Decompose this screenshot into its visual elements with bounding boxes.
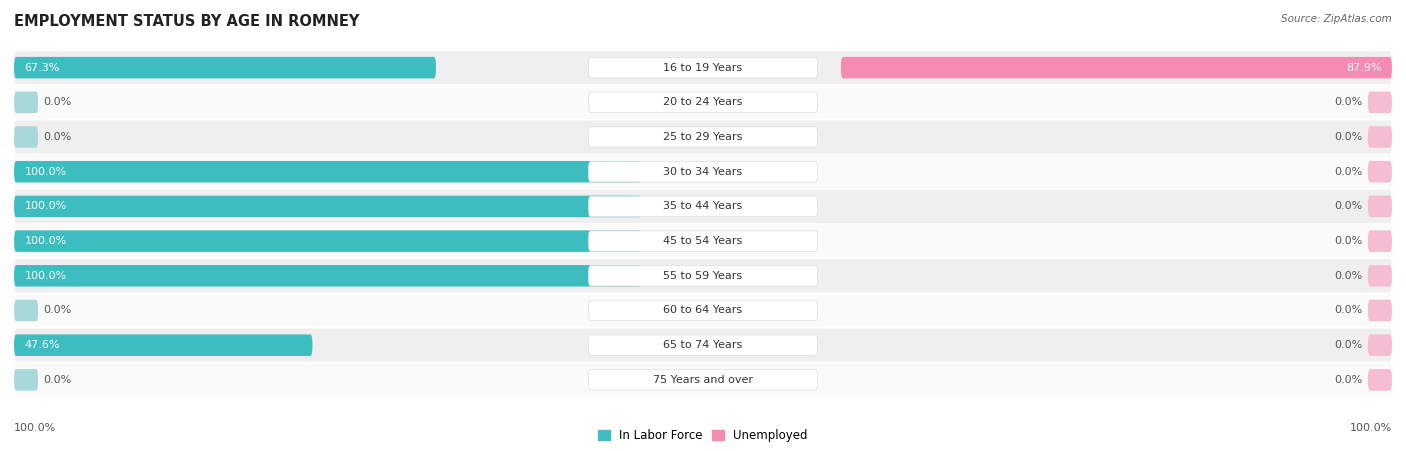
Text: 0.0%: 0.0% — [1334, 340, 1362, 350]
Text: 0.0%: 0.0% — [1334, 97, 1362, 107]
Text: 100.0%: 100.0% — [14, 423, 56, 433]
FancyBboxPatch shape — [588, 266, 818, 286]
Text: 67.3%: 67.3% — [24, 63, 60, 73]
Text: 65 to 74 Years: 65 to 74 Years — [664, 340, 742, 350]
FancyBboxPatch shape — [1368, 335, 1392, 356]
FancyBboxPatch shape — [588, 57, 818, 78]
Text: 0.0%: 0.0% — [44, 132, 72, 142]
FancyBboxPatch shape — [14, 230, 641, 252]
FancyBboxPatch shape — [841, 57, 1392, 78]
Legend: In Labor Force, Unemployed: In Labor Force, Unemployed — [593, 424, 813, 447]
FancyBboxPatch shape — [14, 161, 641, 183]
Text: 100.0%: 100.0% — [24, 236, 66, 246]
FancyBboxPatch shape — [14, 300, 38, 321]
FancyBboxPatch shape — [14, 369, 38, 391]
Text: 0.0%: 0.0% — [1334, 236, 1362, 246]
Text: 0.0%: 0.0% — [1334, 132, 1362, 142]
Text: 0.0%: 0.0% — [1334, 271, 1362, 281]
Text: 47.6%: 47.6% — [24, 340, 60, 350]
FancyBboxPatch shape — [588, 161, 818, 182]
Text: 100.0%: 100.0% — [24, 167, 66, 177]
Text: 100.0%: 100.0% — [1350, 423, 1392, 433]
FancyBboxPatch shape — [14, 225, 1392, 258]
FancyBboxPatch shape — [14, 259, 1392, 292]
FancyBboxPatch shape — [14, 328, 1392, 362]
FancyBboxPatch shape — [588, 196, 818, 216]
FancyBboxPatch shape — [14, 126, 38, 148]
Text: 30 to 34 Years: 30 to 34 Years — [664, 167, 742, 177]
Text: 0.0%: 0.0% — [44, 305, 72, 316]
Text: 100.0%: 100.0% — [24, 202, 66, 212]
Text: 45 to 54 Years: 45 to 54 Years — [664, 236, 742, 246]
FancyBboxPatch shape — [14, 190, 1392, 223]
Text: 20 to 24 Years: 20 to 24 Years — [664, 97, 742, 107]
Text: 0.0%: 0.0% — [1334, 167, 1362, 177]
Text: 0.0%: 0.0% — [1334, 375, 1362, 385]
FancyBboxPatch shape — [1368, 230, 1392, 252]
Text: 0.0%: 0.0% — [44, 375, 72, 385]
FancyBboxPatch shape — [588, 92, 818, 113]
FancyBboxPatch shape — [1368, 126, 1392, 148]
FancyBboxPatch shape — [14, 294, 1392, 327]
FancyBboxPatch shape — [588, 127, 818, 147]
Text: Source: ZipAtlas.com: Source: ZipAtlas.com — [1281, 14, 1392, 23]
Text: 100.0%: 100.0% — [24, 271, 66, 281]
FancyBboxPatch shape — [14, 120, 1392, 154]
Text: 0.0%: 0.0% — [1334, 202, 1362, 212]
FancyBboxPatch shape — [588, 300, 818, 321]
Text: 60 to 64 Years: 60 to 64 Years — [664, 305, 742, 316]
FancyBboxPatch shape — [1368, 92, 1392, 113]
Text: 55 to 59 Years: 55 to 59 Years — [664, 271, 742, 281]
FancyBboxPatch shape — [1368, 265, 1392, 286]
Text: 87.9%: 87.9% — [1346, 63, 1382, 73]
Text: 35 to 44 Years: 35 to 44 Years — [664, 202, 742, 212]
Text: 16 to 19 Years: 16 to 19 Years — [664, 63, 742, 73]
FancyBboxPatch shape — [14, 155, 1392, 189]
Text: EMPLOYMENT STATUS BY AGE IN ROMNEY: EMPLOYMENT STATUS BY AGE IN ROMNEY — [14, 14, 360, 28]
FancyBboxPatch shape — [588, 370, 818, 390]
FancyBboxPatch shape — [14, 335, 312, 356]
FancyBboxPatch shape — [1368, 369, 1392, 391]
FancyBboxPatch shape — [14, 57, 436, 78]
Text: 0.0%: 0.0% — [1334, 305, 1362, 316]
FancyBboxPatch shape — [1368, 300, 1392, 321]
FancyBboxPatch shape — [1368, 196, 1392, 217]
FancyBboxPatch shape — [588, 335, 818, 355]
FancyBboxPatch shape — [14, 51, 1392, 84]
FancyBboxPatch shape — [14, 265, 641, 286]
Text: 25 to 29 Years: 25 to 29 Years — [664, 132, 742, 142]
FancyBboxPatch shape — [14, 363, 1392, 396]
Text: 75 Years and over: 75 Years and over — [652, 375, 754, 385]
FancyBboxPatch shape — [14, 196, 641, 217]
FancyBboxPatch shape — [1368, 161, 1392, 183]
Text: 0.0%: 0.0% — [44, 97, 72, 107]
FancyBboxPatch shape — [588, 231, 818, 251]
FancyBboxPatch shape — [14, 86, 1392, 119]
FancyBboxPatch shape — [14, 92, 38, 113]
